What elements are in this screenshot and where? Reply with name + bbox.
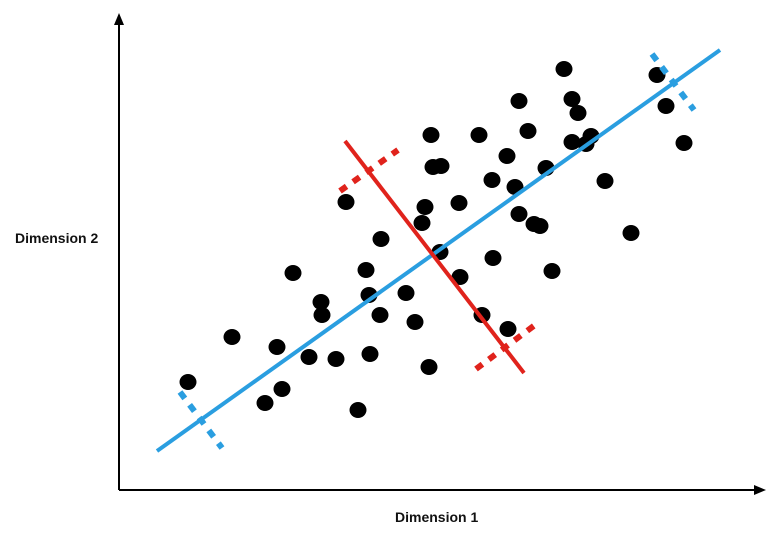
data-point xyxy=(372,231,390,247)
data-point xyxy=(284,265,302,281)
data-point xyxy=(543,263,561,279)
x-axis-arrow xyxy=(754,485,766,495)
data-point xyxy=(416,199,434,215)
data-point xyxy=(563,91,581,107)
second-component-end-marker xyxy=(338,147,400,194)
data-point xyxy=(510,206,528,222)
x-axis-label: Dimension 1 xyxy=(395,509,479,525)
data-point xyxy=(470,127,488,143)
data-point xyxy=(563,134,581,150)
data-point xyxy=(596,173,614,189)
data-point xyxy=(349,402,367,418)
data-point xyxy=(451,269,469,285)
y-axis-arrow xyxy=(114,13,124,25)
first-component-end-marker xyxy=(649,52,697,112)
data-point xyxy=(422,127,440,143)
data-point xyxy=(256,395,274,411)
data-point xyxy=(432,158,450,174)
data-point xyxy=(337,194,355,210)
data-point xyxy=(484,250,502,266)
data-point xyxy=(413,215,431,231)
data-point xyxy=(499,321,517,337)
data-point xyxy=(223,329,241,345)
data-points xyxy=(179,61,693,418)
data-point xyxy=(179,374,197,390)
data-point xyxy=(371,307,389,323)
first-component-line xyxy=(155,48,722,453)
data-point xyxy=(622,225,640,241)
data-point xyxy=(420,359,438,375)
data-point xyxy=(555,61,573,77)
data-point xyxy=(450,195,468,211)
data-point xyxy=(361,346,379,362)
data-point xyxy=(312,294,330,310)
component-lines xyxy=(155,48,722,453)
data-point xyxy=(498,148,516,164)
data-point xyxy=(327,351,345,367)
data-point xyxy=(300,349,318,365)
data-point xyxy=(675,135,693,151)
second-component-end-marker xyxy=(474,322,537,372)
data-point xyxy=(483,172,501,188)
axes xyxy=(114,13,766,495)
data-point xyxy=(268,339,286,355)
data-point xyxy=(569,105,587,121)
data-point xyxy=(273,381,291,397)
data-point xyxy=(657,98,675,114)
data-point xyxy=(531,218,549,234)
data-point xyxy=(510,93,528,109)
data-point xyxy=(406,314,424,330)
y-axis-label: Dimension 2 xyxy=(15,230,99,246)
data-point xyxy=(519,123,537,139)
data-point xyxy=(313,307,331,323)
first-component-end-marker xyxy=(177,390,225,450)
data-point xyxy=(357,262,375,278)
data-point xyxy=(397,285,415,301)
second-component-line xyxy=(343,139,526,375)
